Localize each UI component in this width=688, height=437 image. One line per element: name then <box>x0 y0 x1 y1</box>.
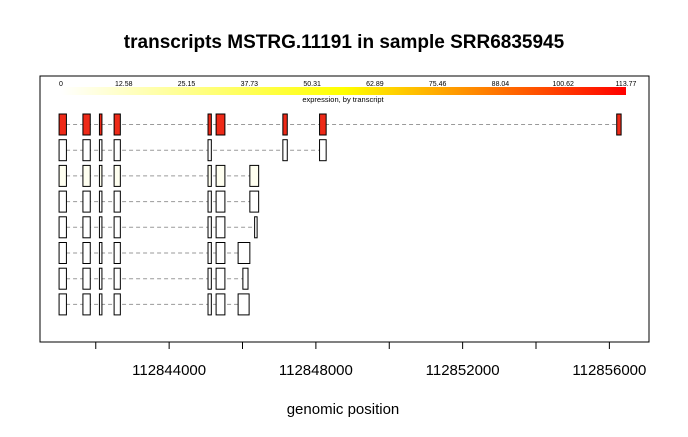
exon <box>207 293 212 316</box>
exon <box>98 113 103 136</box>
exon <box>249 164 260 187</box>
exon <box>58 216 67 239</box>
legend-tick-label: 62.89 <box>366 81 384 88</box>
exon <box>113 267 121 290</box>
plot-frame <box>39 75 650 343</box>
legend-tick-label: 113.77 <box>616 81 637 88</box>
exon <box>242 267 249 290</box>
exon <box>237 293 250 316</box>
exon <box>215 190 226 213</box>
chart-title: transcripts MSTRG.11191 in sample SRR683… <box>124 32 565 53</box>
exon <box>319 139 327 162</box>
legend-tick-label: 100.62 <box>553 81 575 88</box>
legend-tick-label: 75.46 <box>429 81 447 88</box>
exon <box>113 242 121 264</box>
exon <box>207 216 212 239</box>
exon <box>215 242 226 264</box>
exon <box>113 293 121 316</box>
exon <box>58 293 67 316</box>
x-axis: 112844000 112848000 112852000 112856000 <box>40 341 649 379</box>
exon <box>319 113 327 136</box>
legend-tick-label: 37.73 <box>241 81 259 88</box>
exon <box>58 139 67 162</box>
exon <box>254 216 258 239</box>
exon <box>282 113 288 136</box>
exon <box>98 293 103 316</box>
exon <box>282 139 288 162</box>
transcript-track <box>58 139 327 162</box>
exon <box>207 139 212 162</box>
x-tick-label: 112856000 <box>572 362 646 379</box>
exon <box>98 242 103 264</box>
exon <box>58 267 67 290</box>
transcript-tracks <box>58 113 622 316</box>
exon <box>82 242 91 264</box>
x-tick-label: 112852000 <box>426 362 500 379</box>
transcript-track <box>58 216 258 239</box>
x-axis-label: genomic position <box>287 401 400 418</box>
legend-tick-label: 12.58 <box>115 81 133 88</box>
exon <box>82 113 91 136</box>
exon <box>98 139 103 162</box>
transcript-track <box>58 242 251 264</box>
exon <box>215 216 226 239</box>
transcript-track <box>58 113 622 136</box>
legend-tick-label: 0 <box>59 81 63 88</box>
exon <box>58 113 67 136</box>
exon <box>215 164 226 187</box>
exon <box>207 242 212 264</box>
exon <box>207 113 212 136</box>
transcript-track <box>58 190 260 213</box>
legend-tick-labels: 0 12.58 25.15 37.73 50.31 62.89 75.46 88.04 100.… <box>59 81 637 88</box>
exon <box>113 139 121 162</box>
exon <box>98 164 103 187</box>
exon <box>113 164 121 187</box>
legend-tick-label: 25.15 <box>178 81 196 88</box>
exon <box>113 190 121 213</box>
exon <box>98 216 103 239</box>
exon <box>82 139 91 162</box>
transcript-track <box>58 164 260 187</box>
x-tick-label: 112848000 <box>279 362 353 379</box>
exon <box>113 216 121 239</box>
exon <box>58 190 67 213</box>
exon <box>113 113 121 136</box>
exon <box>82 190 91 213</box>
exon <box>215 113 226 136</box>
legend-tick-label: 88.04 <box>492 81 510 88</box>
exon <box>82 293 91 316</box>
transcript-track <box>58 267 249 290</box>
exon <box>98 190 103 213</box>
legend-caption: expression, by transcript <box>302 95 384 104</box>
x-tick-label: 112844000 <box>132 362 206 379</box>
exon <box>215 267 226 290</box>
exon <box>58 242 67 264</box>
exon <box>249 190 260 213</box>
legend-tick-label: 50.31 <box>303 81 321 88</box>
exon <box>82 216 91 239</box>
exon <box>58 164 67 187</box>
expression-color-bar <box>61 87 626 95</box>
exon <box>98 267 103 290</box>
exon <box>207 190 212 213</box>
exon <box>237 242 251 264</box>
exon <box>207 267 212 290</box>
exon <box>215 293 226 316</box>
exon <box>82 267 91 290</box>
transcript-track <box>58 293 250 316</box>
exon <box>616 113 622 136</box>
exon <box>207 164 212 187</box>
exon <box>82 164 91 187</box>
